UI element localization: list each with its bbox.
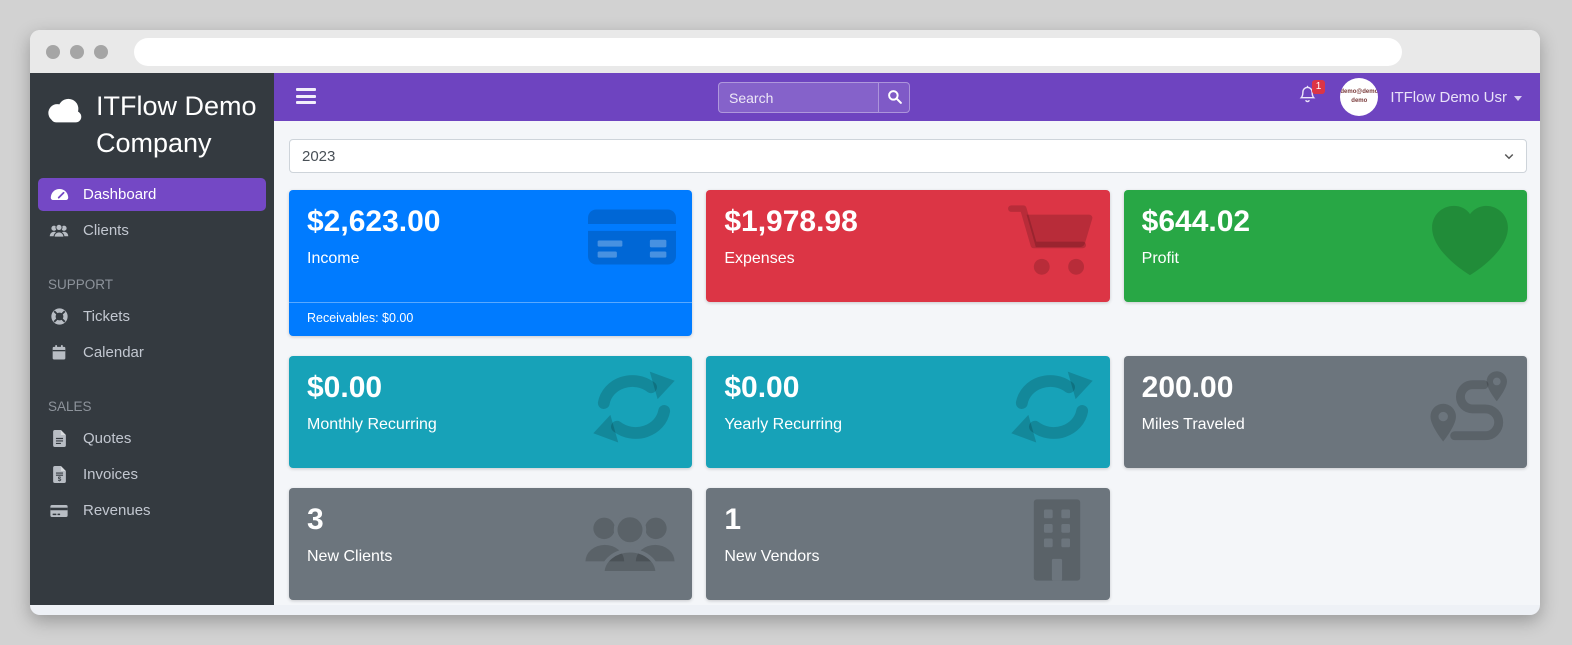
sidebar-item-calendar[interactable]: Calendar xyxy=(38,336,266,369)
users-group-icon xyxy=(584,510,676,579)
profit-label: Profit xyxy=(1141,249,1179,267)
search-input[interactable] xyxy=(718,82,878,113)
yearly-recurring-value: $0.00 xyxy=(724,371,800,404)
menu-icon[interactable] xyxy=(296,88,316,108)
search-button[interactable] xyxy=(878,82,910,113)
caret-down-icon xyxy=(1514,95,1522,101)
sidebar-item-label: Quotes xyxy=(83,430,132,447)
income-label: Income xyxy=(307,249,360,267)
user-menu[interactable]: ITFlow Demo Usr xyxy=(1390,89,1522,106)
sidebar-section-sales: SALES xyxy=(48,399,92,414)
income-card[interactable]: $2,623.00 Income Receivables: $0.00 xyxy=(289,190,693,336)
income-receivables-footer[interactable]: Receivables: $0.00 xyxy=(289,302,693,336)
window-control-minimize[interactable] xyxy=(70,44,84,59)
sidebar-item-invoices[interactable]: $ Invoices xyxy=(38,458,266,491)
brand-label: ITFlow Demo Company xyxy=(96,91,257,158)
income-value: $2,623.00 xyxy=(307,205,441,238)
avatar[interactable]: demo@demo demo xyxy=(1340,78,1379,116)
new-clients-value: 3 xyxy=(307,503,324,536)
sidebar: ITFlow Demo Company Dashboard xyxy=(30,73,274,605)
window-control-close[interactable] xyxy=(46,44,60,59)
avatar-text-line1: demo@demo xyxy=(1340,89,1379,95)
sidebar-item-dashboard[interactable]: Dashboard xyxy=(38,178,266,211)
user-name-label: ITFlow Demo Usr xyxy=(1390,88,1507,106)
credit-card-icon xyxy=(588,204,677,275)
new-vendors-value: 1 xyxy=(724,503,742,536)
new-clients-label: New Clients xyxy=(307,547,393,565)
svg-text:$: $ xyxy=(57,476,61,483)
stat-cards-grid: $2,623.00 Income Receivables: $0.00 xyxy=(289,190,1527,600)
new-clients-card[interactable]: 3 New Clients xyxy=(289,488,693,600)
app-shell: ITFlow Demo Company Dashboard xyxy=(30,73,1540,605)
browser-chrome xyxy=(30,30,1540,73)
search-icon xyxy=(887,89,902,107)
card-body: $1,978.98 Expenses xyxy=(706,190,1109,302)
miles-traveled-value: 200.00 xyxy=(1141,371,1234,404)
quote-file-icon xyxy=(48,430,70,447)
brand-link[interactable]: ITFlow Demo Company xyxy=(30,73,274,170)
monthly-recurring-label: Monthly Recurring xyxy=(307,415,437,433)
credit-card-small-icon xyxy=(48,504,70,518)
sync-icon xyxy=(1010,370,1094,449)
miles-traveled-card[interactable]: 200.00 Miles Traveled xyxy=(1123,356,1527,468)
window-controls xyxy=(46,44,108,59)
card-body: $0.00 Yearly Recurring xyxy=(706,356,1109,468)
dashboard-gauge-icon xyxy=(48,187,70,202)
year-filter: 2023 xyxy=(289,139,1527,173)
profit-value: $644.02 xyxy=(1141,205,1251,238)
new-vendors-card[interactable]: 1 New Vendors xyxy=(706,488,1110,600)
avatar-text-line2: demo xyxy=(1351,98,1368,104)
heart-icon xyxy=(1429,202,1511,283)
card-body: $0.00 Monthly Recurring xyxy=(289,356,692,468)
sidebar-item-label: Dashboard xyxy=(83,186,157,203)
route-icon xyxy=(1429,370,1511,449)
navbar-right-cluster: 1 demo@demo demo ITFlow Demo Usr xyxy=(1299,73,1522,121)
notification-badge: 1 xyxy=(1311,80,1326,94)
cloud-icon xyxy=(46,96,86,133)
card-body: 1 New Vendors xyxy=(706,488,1109,600)
monthly-recurring-card[interactable]: $0.00 Monthly Recurring xyxy=(289,356,693,468)
sync-icon xyxy=(592,370,676,449)
expenses-label: Expenses xyxy=(724,249,795,267)
sidebar-item-clients[interactable]: Clients xyxy=(38,214,266,247)
search-form xyxy=(718,82,910,113)
sidebar-item-label: Calendar xyxy=(83,344,144,361)
card-body: $644.02 Profit xyxy=(1124,190,1527,302)
window-control-maximize[interactable] xyxy=(94,44,108,59)
sidebar-section-support: SUPPORT xyxy=(48,277,114,292)
life-ring-icon xyxy=(48,308,70,325)
card-body: $2,623.00 Income xyxy=(289,190,692,302)
sidebar-item-tickets[interactable]: Tickets xyxy=(38,300,266,333)
shopping-cart-icon xyxy=(1007,204,1094,283)
expenses-value: $1,978.98 xyxy=(724,205,858,238)
sidebar-item-label: Clients xyxy=(83,222,129,239)
calendar-icon xyxy=(48,344,70,361)
sidebar-item-revenues[interactable]: Revenues xyxy=(38,494,266,527)
yearly-recurring-card[interactable]: $0.00 Yearly Recurring xyxy=(706,356,1110,468)
new-vendors-label: New Vendors xyxy=(724,547,820,565)
profit-card[interactable]: $644.02 Profit xyxy=(1123,190,1527,302)
card-body: 200.00 Miles Traveled xyxy=(1124,356,1527,468)
expenses-card[interactable]: $1,978.98 Expenses xyxy=(706,190,1110,302)
notifications-button[interactable]: 1 xyxy=(1299,80,1326,109)
top-navbar: 1 demo@demo demo ITFlow Demo Usr xyxy=(274,73,1540,121)
card-body: 3 New Clients xyxy=(289,488,692,600)
year-select[interactable]: 2023 xyxy=(289,139,1527,173)
browser-window: ITFlow Demo Company Dashboard xyxy=(30,30,1540,615)
url-input[interactable] xyxy=(134,37,1402,66)
invoice-dollar-icon: $ xyxy=(48,466,70,483)
sidebar-item-label: Revenues xyxy=(83,502,151,519)
sidebar-item-quotes[interactable]: Quotes xyxy=(38,422,266,455)
users-icon xyxy=(48,223,70,238)
sidebar-item-label: Tickets xyxy=(83,308,130,325)
yearly-recurring-label: Yearly Recurring xyxy=(724,415,843,433)
miles-traveled-label: Miles Traveled xyxy=(1141,415,1245,433)
building-icon xyxy=(1028,498,1086,587)
dashboard-content: 2023 xyxy=(274,121,1540,605)
sidebar-nav: Dashboard Clients xyxy=(30,170,274,538)
sidebar-item-label: Invoices xyxy=(83,466,139,483)
monthly-recurring-value: $0.00 xyxy=(307,371,383,404)
main-column: 1 demo@demo demo ITFlow Demo Usr xyxy=(274,73,1540,605)
